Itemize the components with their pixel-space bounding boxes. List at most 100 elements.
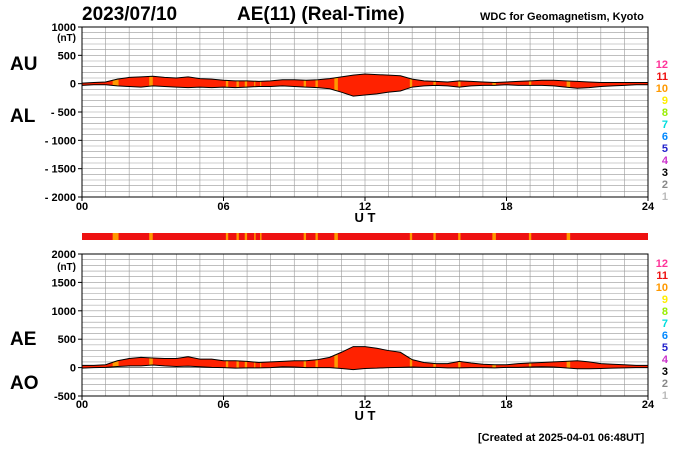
x-tick-label: 24 [642, 399, 655, 411]
legend-level-5: 5 [662, 143, 668, 155]
station-stripe [334, 77, 338, 91]
x-tick-label: 06 [217, 201, 229, 213]
legend-level-9: 9 [662, 294, 668, 306]
station-stripe [433, 81, 436, 86]
legend-level-3: 3 [662, 366, 668, 378]
y-tick-label: 1000 [52, 306, 76, 318]
station-stripe [260, 81, 262, 87]
station-stripe [458, 80, 461, 88]
ae-line [82, 346, 648, 366]
legend-level-5: 5 [662, 342, 668, 354]
x-tick-label: 12 [359, 201, 371, 213]
y-tick-label: - 500 [51, 107, 76, 119]
station-bar-segment [409, 233, 413, 240]
station-bar-segment [225, 233, 229, 240]
legend-level-1: 1 [662, 191, 668, 203]
y-tick-label: 1500 [52, 277, 76, 289]
y-unit-label: (nT) [57, 33, 76, 44]
y-tick-label: 0 [70, 79, 76, 91]
station-bar-segment [566, 233, 571, 240]
station-stripe [303, 360, 307, 368]
series-label-ae: AE [10, 329, 36, 350]
legend-level-6: 6 [662, 330, 668, 342]
x-tick-label: 06 [217, 399, 229, 411]
station-bar-segment [433, 233, 436, 240]
station-stripe [315, 359, 318, 368]
y-tick-label: - 1500 [45, 164, 76, 176]
station-stripe [254, 81, 256, 87]
station-bar-segment [528, 233, 532, 240]
station-stripe [260, 362, 262, 368]
area-fill [82, 346, 648, 370]
station-stripe [492, 364, 496, 368]
x-tick-label: 18 [500, 201, 512, 213]
area-fill [82, 74, 648, 97]
station-stripe [225, 80, 229, 88]
legend-level-6: 6 [662, 131, 668, 143]
station-bar-base [82, 233, 648, 240]
legend-level-4: 4 [662, 354, 669, 366]
x-tick-label: 24 [642, 201, 655, 213]
station-stripe [566, 361, 571, 369]
station-stripe [334, 354, 338, 369]
station-bar-segment [112, 233, 119, 240]
station-stripe [112, 361, 119, 367]
legend-level-8: 8 [662, 306, 668, 318]
legend-level-3: 3 [662, 167, 668, 179]
station-stripe [112, 79, 119, 86]
y-tick-label: 0 [70, 363, 76, 375]
al-line [81, 84, 648, 97]
au-al-panel: 1000 500 0 - 500 - 1000 - 1500 - 2000 (nT) 00 06 1… [10, 22, 669, 225]
legend-level-10: 10 [656, 83, 668, 95]
legend-level-12: 12 [656, 258, 668, 270]
legend-level-11: 11 [656, 270, 668, 282]
legend-level-11: 11 [656, 71, 668, 83]
x-tick-label: 00 [76, 201, 88, 213]
station-stripe [566, 80, 571, 88]
legend-level-2: 2 [662, 179, 668, 191]
x-tick-label: 00 [76, 399, 88, 411]
station-stripe [303, 80, 307, 88]
station-stripe [225, 360, 229, 368]
y-tick-label: -500 [54, 391, 76, 403]
station-bar-segment [254, 233, 256, 240]
station-bar-segment [236, 233, 239, 240]
created-timestamp: [Created at 2025-04-01 06:48UT] [478, 432, 645, 444]
station-bar-segment [458, 233, 461, 240]
station-stripe [254, 362, 256, 368]
legend-level-10: 10 [656, 282, 668, 294]
y-tick-label: 500 [58, 334, 76, 346]
series-label-au: AU [10, 54, 37, 75]
station-bar-segment [149, 233, 153, 240]
y-tick-label: 500 [58, 50, 76, 62]
legend-level-7: 7 [662, 119, 668, 131]
y-tick-label: - 2000 [45, 192, 76, 204]
station-stripe [236, 360, 239, 369]
index-title: AE(11) (Real-Time) [237, 4, 405, 25]
x-tick-label: 18 [500, 399, 512, 411]
legend-level-4: 4 [662, 155, 669, 167]
station-stripe [244, 80, 248, 88]
y-unit-label: (nT) [57, 262, 76, 273]
station-stripe [433, 363, 436, 368]
station-bar-segment [303, 233, 307, 240]
y-tick-label: 2000 [52, 249, 76, 261]
y-tick-label: - 1000 [45, 135, 76, 147]
legend-level-8: 8 [662, 107, 668, 119]
station-stripe [528, 363, 532, 368]
series-label-ao: AO [10, 373, 39, 394]
date-title: 2023/07/10 [82, 4, 178, 25]
data-source: WDC for Geomagnetism, Kyoto [480, 11, 644, 23]
series-label-al: AL [10, 106, 36, 127]
x-axis-label: U T [355, 210, 376, 225]
station-stripe [315, 79, 318, 88]
legend-level-12: 12 [656, 59, 668, 71]
station-count-bar [82, 233, 648, 240]
station-stripe [149, 357, 153, 366]
ao-line [81, 364, 648, 371]
station-bar-segment [315, 233, 318, 240]
station-stripe [244, 361, 248, 368]
station-stripe [149, 76, 153, 87]
